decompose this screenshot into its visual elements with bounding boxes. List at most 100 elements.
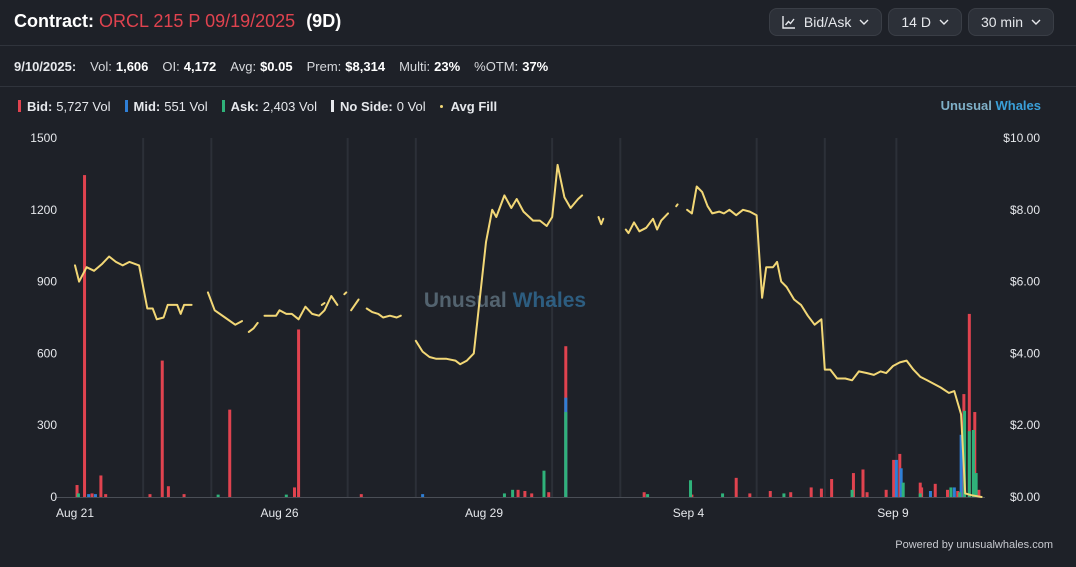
legend-name: Mid: <box>133 98 161 114</box>
chevron-down-icon <box>939 19 949 25</box>
volume-bar-bid <box>830 479 834 497</box>
y-right-tick-label: $6.00 <box>1010 275 1040 289</box>
y-left-tick-label: 1500 <box>30 131 57 145</box>
volume-bar-bid <box>967 313 971 497</box>
watermark-part2: Whales <box>513 289 587 312</box>
volume-bar-bid <box>104 494 108 497</box>
volume-bar-bid <box>768 491 772 497</box>
stat-open-interest: 4,172 <box>183 59 217 74</box>
volume-bar-mid <box>421 494 425 497</box>
legend-name: Ask: <box>230 98 259 114</box>
volume-bar-bid <box>865 492 869 497</box>
line-chart-icon <box>782 16 795 29</box>
y-right-tick-label: $2.00 <box>1010 418 1040 432</box>
volume-bar-ask <box>971 429 975 497</box>
volume-bar-bid <box>166 486 170 497</box>
volume-bar-ask <box>782 493 786 497</box>
volume-bar-bid <box>920 487 924 497</box>
x-tick-label: Aug 29 <box>465 506 503 520</box>
brand-part2: Whales <box>995 98 1041 113</box>
contract-name: ORCL 215 P 09/19/2025 <box>99 11 296 31</box>
brand-logo: Unusual Whales <box>941 98 1041 113</box>
options-flow-chart[interactable]: 0 300 600 900 1200 1500 $0.00 $2.00 $4.00 $6.00 $8… <box>0 125 1076 530</box>
y-left-tick-label: 600 <box>37 346 57 360</box>
stat-premium: $8,314 <box>345 59 386 74</box>
avg-fill-line <box>597 216 605 226</box>
chart-type-label: Bid/Ask <box>803 14 852 30</box>
legend-no-side[interactable]: No Side: 0 Vol <box>331 99 426 114</box>
page-title: Contract: ORCL 215 P 09/19/2025 (9D) <box>14 11 341 32</box>
volume-bar-bid <box>523 491 527 497</box>
volume-bar-bid <box>809 487 813 497</box>
volume-bar-bid <box>819 488 823 497</box>
avg-fill-line <box>350 298 360 312</box>
brand-part1: Unusual <box>940 98 992 113</box>
avg-fill-line <box>263 295 339 321</box>
volume-bar-bid <box>933 483 937 497</box>
y-right-tick-label: $0.00 <box>1010 490 1040 504</box>
y-right-tick-label: $8.00 <box>1010 203 1040 217</box>
avg-fill-line <box>74 255 193 321</box>
volume-bar-ask <box>216 494 220 497</box>
volume-bar-bid <box>530 493 534 497</box>
avg-fill-line <box>365 307 402 319</box>
volume-bar-bid <box>861 469 865 497</box>
y-left-tick-label: 300 <box>37 418 57 432</box>
stat-label: Avg: <box>230 59 257 74</box>
y-left-tick-label: 0 <box>50 490 57 504</box>
volume-bar-ask <box>850 489 854 497</box>
volume-bar-ask <box>76 493 80 497</box>
volume-bar-bid <box>99 475 103 497</box>
range-dropdown[interactable]: 14 D <box>888 8 962 36</box>
legend-value: 551 Vol <box>164 98 208 114</box>
volume-bar-bid <box>148 494 152 497</box>
legend-avg-fill[interactable]: Avg Fill <box>439 98 501 114</box>
stat-volume: 1,606 <box>115 59 149 74</box>
legend-value: 0 Vol <box>396 98 426 114</box>
volume-bar-bid <box>946 489 950 497</box>
legend-name: Avg Fill <box>450 98 498 114</box>
contract-label: Contract: <box>14 11 94 31</box>
volume-bar-bid <box>956 491 960 497</box>
y-left-tick-label: 1200 <box>30 203 57 217</box>
volume-bar-bid <box>160 360 164 497</box>
avg-fill-line <box>247 321 259 333</box>
chevron-down-icon <box>1031 19 1041 25</box>
avg-fill-line <box>624 212 669 235</box>
range-label: 14 D <box>901 14 931 30</box>
legend-dot <box>439 104 443 108</box>
stats-date: 9/10/2025: <box>14 59 77 74</box>
chart-watermark: Unusual Whales <box>424 289 586 312</box>
legend-mid[interactable]: Mid: 551 Vol <box>124 98 208 114</box>
volume-bar-ask <box>963 410 967 497</box>
legend-ask[interactable]: Ask: 2,403 Vol <box>221 98 317 114</box>
volume-bar-bid <box>83 175 87 497</box>
volume-bar-ask <box>901 482 905 497</box>
volume-bar-ask <box>284 494 288 497</box>
interval-dropdown[interactable]: 30 min <box>967 8 1054 36</box>
legend-bid[interactable]: Bid: 5,727 Vol <box>18 99 111 114</box>
volume-bar-bid <box>789 492 793 497</box>
volume-bar-ask <box>721 493 725 497</box>
chart-controls: Bid/Ask 14 D 30 min <box>768 8 1054 36</box>
avg-fill-line <box>414 163 584 366</box>
y-right-tick-label: $10.00 <box>1003 131 1040 145</box>
stat-label: Vol: <box>90 59 112 74</box>
stat-average: $0.05 <box>260 59 293 74</box>
volume-bar-ask <box>974 473 978 497</box>
stat-label: Multi: <box>399 59 431 74</box>
legend-swatch <box>331 100 334 112</box>
x-tick-label: Sep 9 <box>877 506 909 520</box>
legend-name: Bid: <box>27 98 53 114</box>
volume-bar-mid <box>894 459 898 497</box>
volume-bar-ask <box>918 493 922 497</box>
volume-bar-mid <box>928 491 932 497</box>
days-to-expiry: (9D) <box>306 11 342 31</box>
volume-bar-bid <box>292 487 296 497</box>
avg-fill-line <box>206 291 243 326</box>
volume-bar-bid <box>182 494 186 497</box>
volume-bar-bid <box>642 492 646 497</box>
volume-bar-ask <box>542 470 546 497</box>
chart-type-dropdown[interactable]: Bid/Ask <box>768 8 883 36</box>
y-left-tick-label: 900 <box>37 275 57 289</box>
